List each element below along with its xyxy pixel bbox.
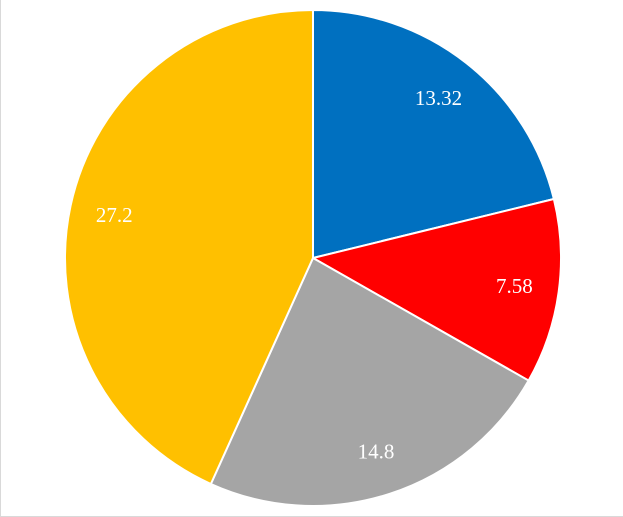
data-label-2: 14.8 [358, 439, 395, 463]
data-label-3: 27.2 [96, 203, 133, 227]
data-label-1: 7.58 [496, 274, 533, 298]
pie-slice-3 [64, 8, 314, 486]
pie-slice-1 [310, 197, 562, 382]
pie-slice-2 [209, 256, 530, 507]
data-label-0: 13.32 [415, 86, 462, 110]
pie-slice-0 [312, 8, 556, 260]
